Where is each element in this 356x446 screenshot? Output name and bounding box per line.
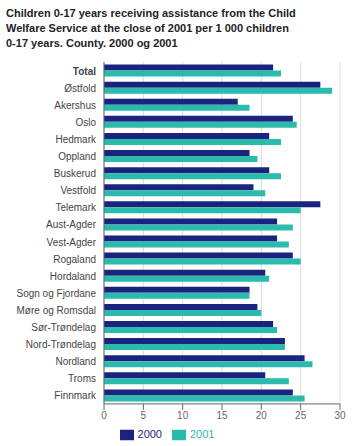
svg-text:10: 10: [177, 410, 189, 421]
svg-text:5: 5: [141, 410, 147, 421]
svg-text:0: 0: [101, 410, 107, 421]
svg-text:Østfold: Østfold: [64, 83, 96, 94]
svg-text:Sør-Trøndelag: Sør-Trøndelag: [31, 322, 96, 333]
svg-text:Buskerud: Buskerud: [54, 168, 96, 179]
svg-text:Total: Total: [73, 66, 96, 77]
svg-text:Vestfold: Vestfold: [60, 185, 96, 196]
svg-text:Telemark: Telemark: [55, 202, 97, 213]
svg-text:Rogaland: Rogaland: [53, 254, 96, 265]
html-text:2001: 2001: [190, 427, 215, 440]
svg-text:Hedmark: Hedmark: [55, 134, 97, 145]
svg-text:30: 30: [334, 410, 346, 421]
svg-text:Troms: Troms: [68, 373, 96, 384]
svg-text:25: 25: [295, 410, 307, 421]
svg-text:Finnmark: Finnmark: [54, 390, 97, 401]
html-text:Welfare Service at the close o: Welfare Service at the close of 2001 per…: [6, 22, 289, 34]
html-text:0-17 years. County. 2000 og 20: 0-17 years. County. 2000 og 2001: [6, 37, 178, 49]
svg-text:Nord-Trøndelag: Nord-Trøndelag: [26, 339, 96, 350]
html-text:Children 0-17 years receiving: Children 0-17 years receiving assistance…: [6, 7, 296, 19]
svg-text:Vest-Agder: Vest-Agder: [47, 237, 97, 248]
svg-text:Aust-Agder: Aust-Agder: [46, 219, 97, 230]
svg-text:Møre og Romsdal: Møre og Romsdal: [17, 305, 96, 316]
svg-text:Nordland: Nordland: [55, 356, 96, 367]
svg-text:Hordaland: Hordaland: [50, 271, 96, 282]
svg-text:Akershus: Akershus: [54, 100, 96, 111]
svg-text:20: 20: [256, 410, 268, 421]
html-text:2000: 2000: [137, 427, 162, 440]
svg-text:Oppland: Oppland: [58, 151, 96, 162]
svg-text:15: 15: [216, 410, 228, 421]
svg-text:Oslo: Oslo: [75, 117, 96, 128]
svg-text:Sogn og Fjordane: Sogn og Fjordane: [16, 288, 96, 299]
